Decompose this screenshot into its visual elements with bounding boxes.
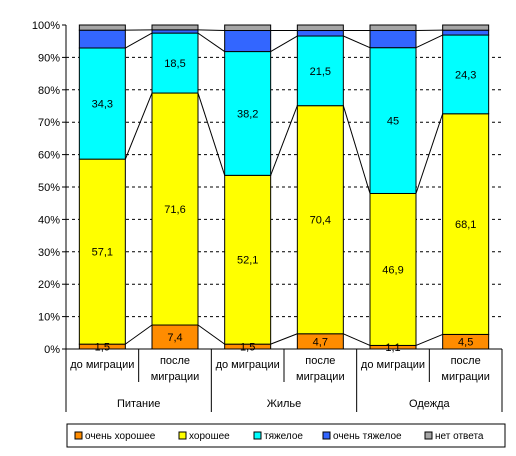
legend-swatch bbox=[322, 431, 331, 440]
bar-segment-очень-тяжелое bbox=[224, 30, 272, 53]
legend-label: хорошее bbox=[189, 431, 230, 442]
bar-segment-тяжелое bbox=[224, 51, 272, 176]
bar-segment-очень-тяжелое bbox=[442, 29, 490, 36]
data-label: 24,3 bbox=[455, 69, 476, 81]
legend-label: очень хорошее bbox=[85, 431, 156, 442]
bar-segment-очень-тяжелое bbox=[369, 30, 417, 49]
data-label: 71,6 bbox=[164, 204, 185, 216]
series-line bbox=[415, 34, 443, 49]
data-label: 4,7 bbox=[313, 336, 328, 348]
series-line bbox=[415, 333, 443, 346]
series-line bbox=[343, 35, 371, 49]
bar-segment-очень-тяжелое bbox=[78, 29, 126, 49]
category-label: после bbox=[305, 355, 335, 367]
series-line bbox=[197, 92, 226, 176]
data-label: 1,1 bbox=[385, 342, 400, 354]
bar-segment-хорошее bbox=[78, 158, 126, 345]
bar-segment-нет-ответа bbox=[442, 24, 490, 31]
bar-segment-нет-ответа bbox=[296, 24, 344, 32]
category-label: до миграции bbox=[70, 359, 134, 371]
y-tick-label: 80% bbox=[38, 85, 60, 97]
bar-segment-хорошее bbox=[296, 105, 344, 335]
y-tick-label: 50% bbox=[38, 182, 60, 194]
legend-label: нет ответа bbox=[435, 431, 484, 442]
series-line bbox=[270, 35, 298, 52]
y-tick-label: 20% bbox=[38, 279, 60, 291]
series-line bbox=[124, 92, 153, 160]
category-label: до миграции bbox=[216, 359, 280, 371]
y-tick-label: 100% bbox=[32, 20, 60, 32]
bar-segment-хорошее bbox=[442, 113, 490, 335]
category-label: миграции bbox=[151, 371, 200, 383]
data-label: 70,4 bbox=[310, 215, 331, 227]
y-tick-label: 0% bbox=[44, 344, 60, 356]
category-label: после bbox=[160, 355, 190, 367]
data-label: 45 bbox=[387, 116, 399, 128]
category-axis: до миграции после миграции до миграции после… bbox=[65, 349, 503, 412]
bar-segment-хорошее bbox=[224, 174, 272, 345]
bar-segment-хорошее bbox=[369, 192, 417, 346]
group-label: Питание bbox=[117, 398, 160, 410]
bar-segment-тяжелое bbox=[296, 35, 344, 107]
data-label: 4,5 bbox=[458, 337, 473, 349]
bar-segment-нет-ответа bbox=[151, 24, 199, 31]
y-tick-label: 40% bbox=[38, 214, 60, 226]
series-line bbox=[125, 32, 153, 49]
legend-swatch bbox=[424, 431, 433, 440]
bar-segment-тяжелое bbox=[78, 47, 126, 160]
legend: очень хорошее хорошее тяжелое очень тяжелое… bbox=[66, 423, 506, 448]
bar-segment-тяжелое bbox=[369, 47, 417, 194]
series-line bbox=[270, 105, 298, 176]
series-line bbox=[197, 29, 225, 32]
group-label: Одежда bbox=[409, 398, 451, 410]
bars bbox=[78, 24, 490, 350]
y-tick-label: 30% bbox=[38, 247, 60, 259]
bar-segment-нет-ответа bbox=[224, 24, 272, 32]
series-line bbox=[415, 113, 444, 194]
legend-label: тяжелое bbox=[264, 431, 303, 442]
legend-box bbox=[66, 423, 506, 448]
data-label: 38,2 bbox=[237, 108, 258, 120]
legend-label: очень тяжелое bbox=[333, 431, 402, 442]
bar-segment-очень-тяжелое bbox=[296, 30, 344, 37]
data-label: 34,3 bbox=[92, 99, 113, 111]
data-label: 46,9 bbox=[382, 264, 403, 276]
y-tick-label: 60% bbox=[38, 150, 60, 162]
category-label: после bbox=[451, 355, 481, 367]
series-line bbox=[270, 333, 298, 345]
gridlines bbox=[66, 56, 502, 318]
group-label: Жилье bbox=[267, 398, 302, 410]
legend-swatch bbox=[178, 431, 187, 440]
series-line bbox=[343, 333, 371, 346]
bar-segment-нет-ответа bbox=[369, 24, 417, 32]
category-label: миграции bbox=[441, 371, 490, 383]
data-label: 68,1 bbox=[455, 219, 476, 231]
y-tick-label: 90% bbox=[38, 52, 60, 64]
series-line bbox=[197, 324, 225, 345]
bar-segment-тяжелое bbox=[442, 34, 490, 115]
series-line bbox=[197, 32, 225, 52]
legend-swatch bbox=[253, 431, 262, 440]
data-label: 57,1 bbox=[92, 247, 113, 259]
series-line bbox=[125, 324, 153, 345]
data-labels: 1,5 57,1 34,3 7,4 71,6 18,5 1,5 52,1 38,2 4,7 70,4… bbox=[92, 58, 477, 354]
category-label: до миграции bbox=[361, 359, 425, 371]
bar-segment-хорошее bbox=[151, 92, 199, 326]
data-label: 1,5 bbox=[240, 342, 255, 354]
series-connector-lines bbox=[124, 29, 444, 346]
category-label: миграции bbox=[296, 371, 345, 383]
data-label: 21,5 bbox=[310, 66, 331, 78]
y-tick-label: 70% bbox=[38, 117, 60, 129]
bar-segment-нет-ответа bbox=[78, 24, 126, 31]
data-label: 52,1 bbox=[237, 255, 258, 267]
data-label: 7,4 bbox=[167, 332, 182, 344]
data-label: 18,5 bbox=[164, 58, 185, 70]
legend-swatch bbox=[74, 431, 83, 440]
data-label: 1,5 bbox=[95, 342, 110, 354]
series-line bbox=[342, 105, 371, 194]
y-tick-label: 10% bbox=[38, 312, 60, 324]
